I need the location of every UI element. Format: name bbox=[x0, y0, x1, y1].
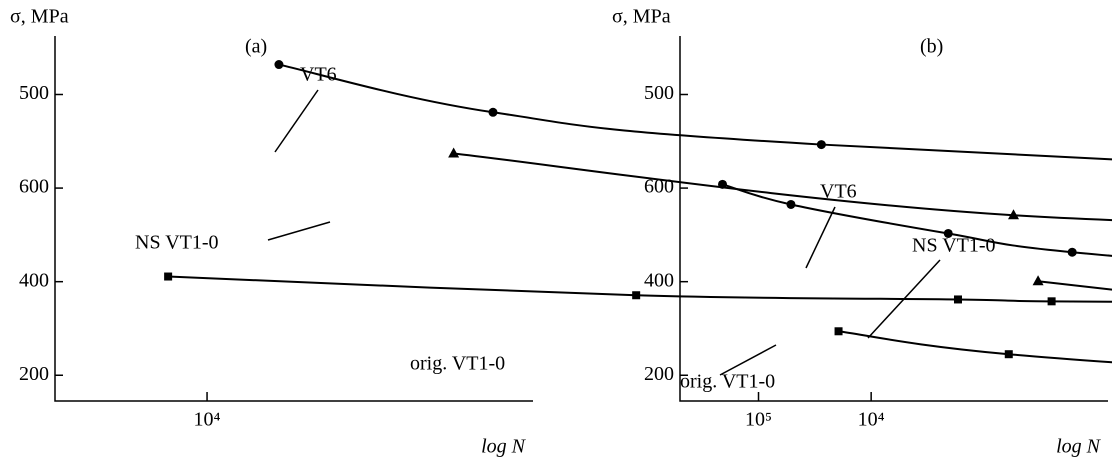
marker bbox=[816, 140, 826, 150]
y-tick-label: 400 bbox=[19, 269, 49, 291]
marker bbox=[632, 291, 641, 300]
marker bbox=[274, 60, 284, 70]
marker bbox=[1008, 209, 1020, 220]
series-line bbox=[1037, 280, 1112, 291]
x-tick-label: 10⁴ bbox=[858, 409, 885, 431]
x-axis-label: log N bbox=[481, 436, 527, 458]
x-tick-label: 10⁴ bbox=[194, 409, 221, 431]
axis-frame bbox=[679, 36, 1108, 402]
y-tick-label: 600 bbox=[644, 176, 674, 198]
series-line bbox=[722, 183, 1112, 257]
marker bbox=[1067, 247, 1077, 257]
series-label: NS VT1-0 bbox=[912, 235, 996, 257]
marker bbox=[943, 228, 953, 238]
marker bbox=[1047, 297, 1056, 306]
leader-line bbox=[719, 344, 777, 376]
y-tick-label: 500 bbox=[19, 82, 49, 104]
x-axis-label: log N bbox=[1056, 436, 1102, 458]
panel-title: (b) bbox=[920, 36, 943, 58]
marker bbox=[1032, 275, 1044, 286]
x-tick-label: 10⁵ bbox=[745, 409, 772, 431]
marker bbox=[1004, 350, 1013, 359]
y-tick-label: 500 bbox=[644, 82, 674, 104]
series-label: orig. VT1-0 bbox=[410, 353, 505, 375]
y-axis-label: σ, MPa bbox=[10, 6, 69, 28]
panel-title: (a) bbox=[245, 36, 267, 58]
series-label: NS VT1-0 bbox=[135, 232, 219, 254]
series-line bbox=[838, 330, 1112, 364]
y-tick-label: 400 bbox=[644, 269, 674, 291]
marker bbox=[448, 147, 460, 158]
leader-line bbox=[805, 206, 836, 269]
marker bbox=[718, 179, 728, 189]
marker bbox=[953, 295, 962, 304]
marker bbox=[786, 199, 796, 209]
marker bbox=[164, 272, 173, 281]
series-line bbox=[453, 152, 1112, 222]
series-label: VT6 bbox=[300, 64, 337, 86]
series-line bbox=[278, 63, 1112, 161]
axis-frame bbox=[54, 36, 533, 402]
marker bbox=[834, 327, 843, 336]
leader-line bbox=[867, 259, 941, 339]
leader-line bbox=[267, 221, 331, 241]
series-label: orig. VT1-0 bbox=[680, 371, 775, 393]
marker bbox=[488, 107, 498, 117]
leader-line bbox=[274, 89, 319, 153]
y-tick-label: 200 bbox=[19, 363, 49, 385]
y-tick-label: 600 bbox=[19, 176, 49, 198]
y-tick-label: 200 bbox=[644, 363, 674, 385]
series-label: VT6 bbox=[820, 181, 857, 203]
y-axis-label: σ, MPa bbox=[612, 6, 671, 28]
series-line bbox=[168, 275, 1112, 303]
